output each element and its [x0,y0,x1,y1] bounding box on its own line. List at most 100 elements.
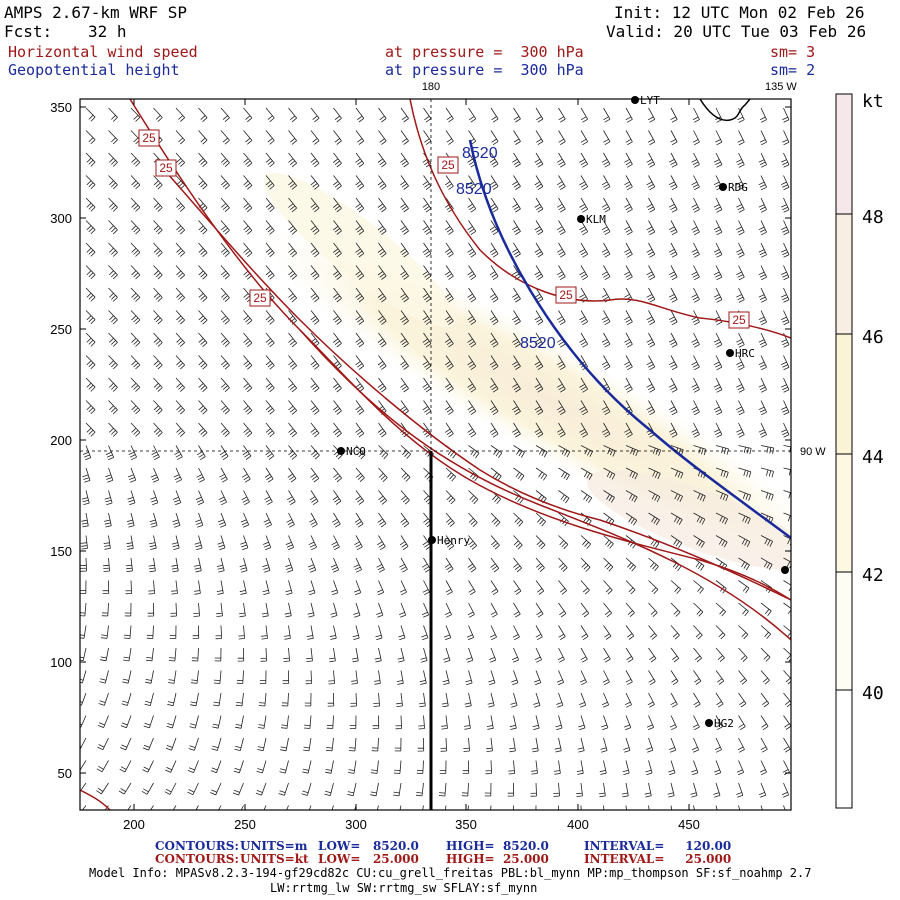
wind-barb [263,512,272,528]
wind-barb [198,355,208,370]
wind-barb [554,760,561,775]
wind-barb [310,355,320,370]
wind-barb [580,557,591,572]
wind-barb [85,287,96,302]
wind-barb [556,377,566,393]
wind-barb [668,355,678,371]
wind-barb [510,692,518,708]
wind-barb [692,107,700,123]
wind-barb [578,715,586,731]
wind-barb [142,760,154,773]
wind-barb [239,602,246,618]
wind-barb [736,152,745,168]
wind-barb [348,760,357,774]
lon-label-90w: 90 W [800,446,826,458]
wind-barb [535,625,543,641]
wind-barb [601,265,611,281]
wind-barb [736,242,745,258]
wind-barb [175,220,185,235]
wind-barb [579,422,589,438]
wind-barb [108,175,118,190]
wind-barb [347,782,357,797]
wind-barb [646,377,656,393]
wind-barb [713,287,723,303]
wind-barb [532,715,540,730]
wind-barb [108,107,118,122]
contour-label: 8520 [462,145,498,162]
wind-barb [715,107,723,123]
wind-barb [513,490,524,504]
wind-barb [355,152,365,168]
wind-barb [193,602,200,617]
station-marker [781,566,789,574]
wind-barb [310,220,320,235]
wind-barb [243,422,253,438]
wind-barb [143,715,154,729]
wind-barb [171,557,179,573]
wind-barb [668,287,678,303]
wind-barb [738,512,751,525]
wind-barb [127,467,137,483]
wind-barb [423,107,432,123]
wind-barb [355,310,365,325]
wind-barb [265,220,275,235]
wind-barb [96,782,109,795]
wind-barb [399,602,407,618]
wind-barb [243,355,253,370]
wind-barb [715,602,726,617]
wind-barb [220,152,230,168]
station-marker [337,447,345,455]
wind-barb [398,625,406,641]
contour-speed-low: LOW= 25.000 [318,852,419,866]
wind-barb [490,557,500,573]
wind-barb [278,782,289,796]
wind-barb [601,310,611,326]
wind-barb [489,625,497,641]
wind-barb [781,310,790,326]
wind-barb [692,130,700,146]
wind-barb [422,287,432,303]
wind-barb [438,782,447,797]
wind-barb [668,400,678,416]
wind-barb [153,242,163,257]
wind-barb [601,152,611,168]
wind-barb [736,287,745,303]
wind-barb [625,445,639,457]
wind-barb [557,647,565,663]
station-marker [428,536,436,544]
wind-barb [601,197,611,213]
contour-label: 25 [728,311,750,329]
wind-barb [512,197,521,213]
wind-barb [265,445,275,460]
wind-barb [373,692,380,707]
wind-barb [422,580,430,596]
wind-barb [579,242,589,258]
wind-barb [80,670,87,684]
wind-barb [781,332,790,348]
wind-barb [758,287,767,303]
wind-barb [530,782,537,797]
colorbar: kt 48 46 44 42 40 [835,91,884,809]
station-marker [705,719,713,727]
wind-barb [377,197,387,213]
wind-barb [172,805,177,810]
wind-barb [333,355,342,370]
wind-barb [355,355,365,370]
wind-barb [621,782,629,798]
wind-barb [736,355,745,371]
wind-barb [646,197,656,213]
wind-barb [601,242,611,258]
wind-barb [490,805,492,810]
wind-barb [534,400,544,416]
wind-barb [512,152,521,168]
wind-barb [198,130,208,145]
wind-barb [693,602,704,617]
wind-barb [558,805,559,810]
wind-barb [535,535,546,550]
wind-barb [467,310,477,326]
wind-barb [467,602,475,618]
wind-barb [758,152,767,168]
wind-barb [195,490,205,506]
wind-barb [467,332,477,348]
